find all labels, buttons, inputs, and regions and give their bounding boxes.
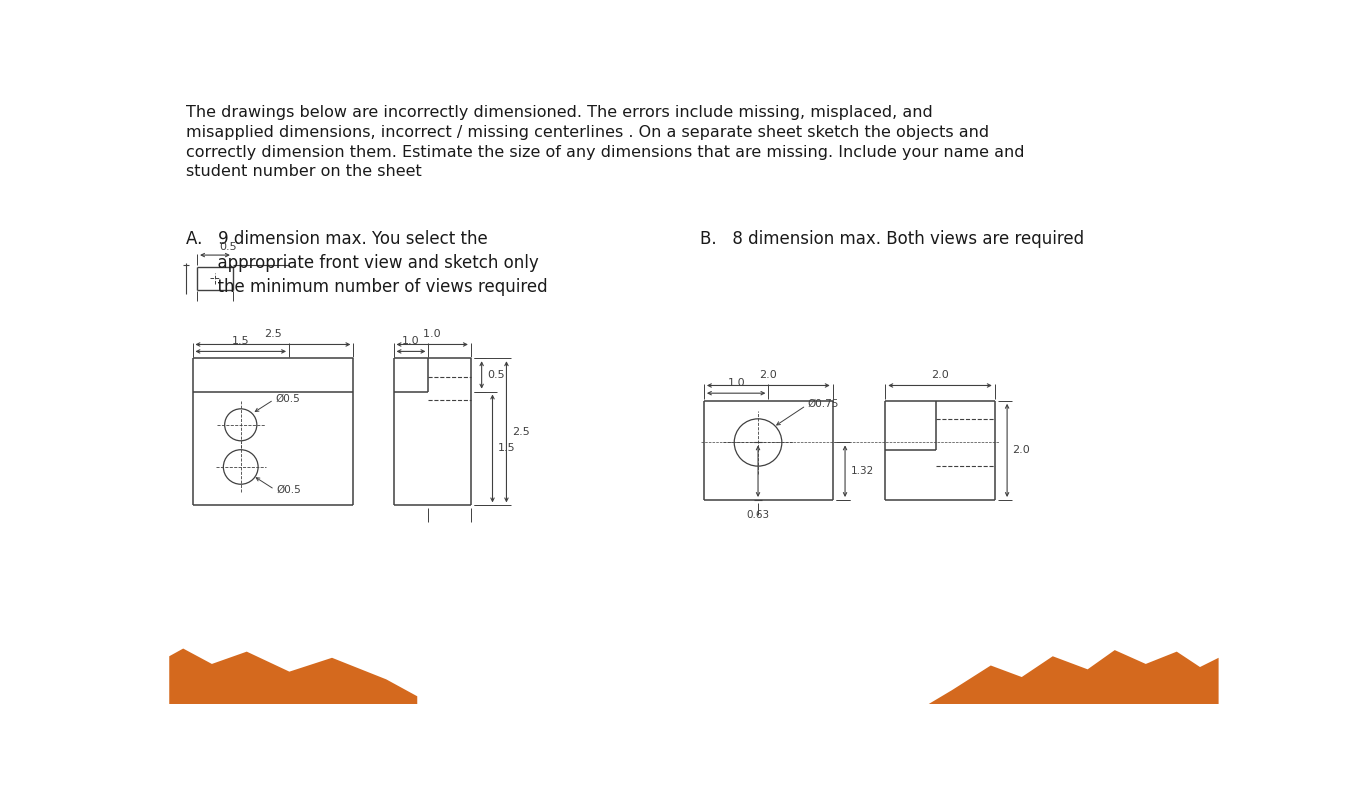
Text: 1.0: 1.0	[727, 378, 745, 388]
Text: 2.5: 2.5	[264, 329, 282, 339]
Text: 1.5: 1.5	[232, 336, 249, 346]
Text: 0.63: 0.63	[746, 510, 769, 520]
Text: 1.32: 1.32	[850, 466, 873, 476]
Text: A.   9 dimension max. You select the
      appropriate front view and sketch onl: A. 9 dimension max. You select the appro…	[187, 230, 548, 296]
Text: 2.5: 2.5	[512, 427, 529, 437]
Text: 1.0: 1.0	[402, 336, 420, 346]
Text: Ø0.5: Ø0.5	[275, 394, 301, 404]
Text: Ø0.5: Ø0.5	[276, 485, 301, 495]
Polygon shape	[169, 649, 417, 704]
Text: The drawings below are incorrectly dimensioned. The errors include missing, misp: The drawings below are incorrectly dimen…	[187, 105, 1025, 180]
Text: 2.0: 2.0	[760, 370, 777, 380]
Polygon shape	[929, 650, 1219, 704]
Text: 2.0: 2.0	[1013, 445, 1030, 456]
Text: 0.5: 0.5	[219, 242, 237, 252]
Text: Ø0.75: Ø0.75	[807, 399, 839, 409]
Text: 1.0: 1.0	[417, 329, 448, 339]
Text: B.   8 dimension max. Both views are required: B. 8 dimension max. Both views are requi…	[700, 230, 1085, 248]
Text: 2.0: 2.0	[932, 370, 949, 380]
Text: 0.5: 0.5	[487, 370, 505, 380]
Text: 1.5: 1.5	[498, 444, 516, 453]
